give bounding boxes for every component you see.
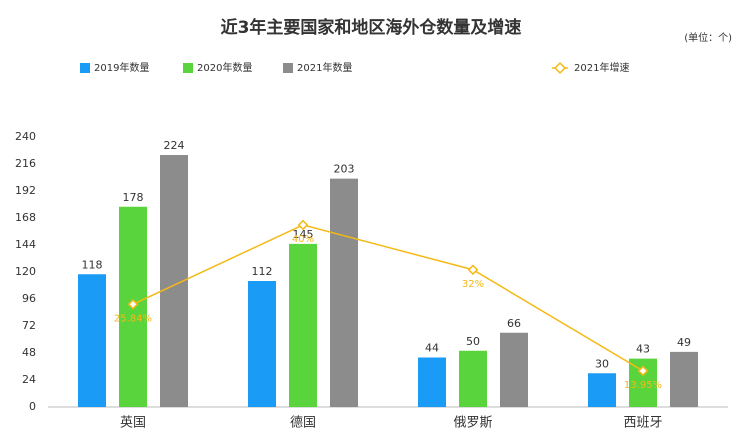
y-tick-label: 0 [29,400,36,413]
data-label: 30 [595,357,609,370]
y-tick-label: 120 [15,265,36,278]
legend-swatch [183,63,193,73]
bar [418,357,446,407]
y-tick-label: 24 [22,373,36,386]
line-marker [467,264,479,276]
data-label: 203 [334,163,355,176]
y-tick-label: 96 [22,292,36,305]
legend-label: 2021年增速 [574,61,629,74]
bar [78,274,106,407]
unit-note: (单位：个) [684,31,732,44]
data-label: 43 [636,343,650,356]
bar [330,178,358,407]
data-label: 66 [507,317,521,330]
y-tick-label: 240 [15,130,36,143]
y-tick-label: 72 [22,319,36,332]
legend-label: 2019年数量 [94,61,149,74]
legend-label: 2020年数量 [197,61,252,74]
legend-swatch [80,63,90,73]
legend-label: 2021年数量 [297,61,352,74]
x-tick-label: 德国 [290,416,316,431]
bar [248,281,276,407]
data-label: 50 [466,335,480,348]
line-marker [297,219,309,231]
bar [588,373,616,407]
line-marker [127,298,139,310]
bar [500,332,528,407]
bar [459,350,487,407]
x-tick-label: 英国 [120,416,146,431]
y-tick-label: 216 [15,157,36,170]
data-label: 40% [292,234,314,245]
data-label: 25.84% [114,313,152,324]
x-tick-label: 俄罗斯 [453,416,492,431]
chart-title: 近3年主要国家和地区海外仓数量及增速 [221,17,522,38]
data-label: 145 [293,228,314,241]
legend-swatch [283,63,293,73]
line-marker [637,365,649,377]
y-tick-label: 144 [15,238,36,251]
y-tick-label: 168 [15,211,36,224]
data-label: 44 [425,342,439,355]
data-label: 112 [252,265,273,278]
legend-marker [553,61,567,75]
data-label: 13.95% [624,380,662,391]
data-label: 178 [123,191,144,204]
data-label: 49 [677,336,691,349]
data-label: 32% [462,279,484,290]
data-label: 118 [82,258,103,271]
line [132,224,644,372]
y-tick-label: 192 [15,184,36,197]
x-tick-label: 西班牙 [623,416,662,431]
data-label: 224 [164,139,185,152]
bar [670,351,698,407]
bar [289,243,317,407]
y-tick-label: 48 [22,346,36,359]
